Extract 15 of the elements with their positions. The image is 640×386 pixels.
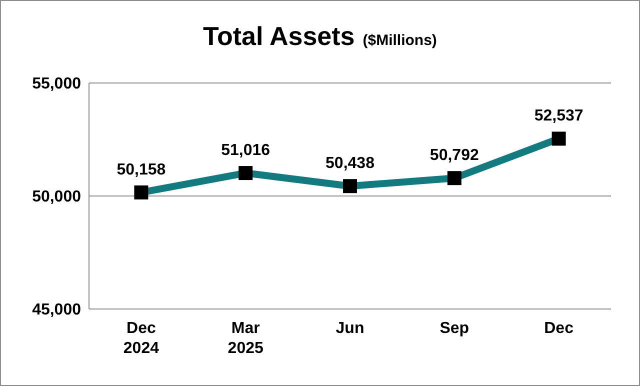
x-tick-label: Mar 2025 (228, 320, 264, 357)
y-tick-label: 55,000 (32, 76, 82, 93)
data-label: 51,016 (221, 142, 270, 160)
x-tick-label: Jun (336, 320, 364, 337)
y-tick-label: 45,000 (32, 302, 82, 319)
x-tick-label: Dec (544, 320, 574, 337)
data-label: 50,158 (116, 161, 166, 178)
data-label: 50,792 (430, 147, 479, 164)
x-tick-label: Dec 2024 (123, 320, 160, 357)
chart-title: Total Assets (203, 21, 355, 51)
y-tick-label: 50,000 (32, 188, 82, 206)
x-tick-label: Sep (440, 320, 470, 337)
chart-subtitle: ($Millions) (362, 32, 437, 49)
data-label: 50,438 (326, 155, 375, 172)
data-label: 52,537 (534, 108, 584, 125)
